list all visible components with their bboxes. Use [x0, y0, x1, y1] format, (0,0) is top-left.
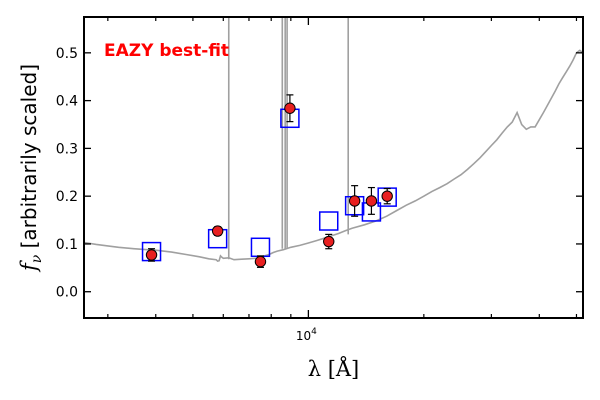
x-axis-label: λ [Å] [308, 356, 360, 381]
y-axis-label-subscript: ν [29, 254, 45, 263]
observed-flux-point [145, 249, 158, 261]
annotation-label: EAZY best-fit [104, 41, 229, 61]
y-axis-label: fν [arbitrarily scaled] [17, 64, 45, 273]
observed-flux-point [254, 255, 267, 268]
x-tick-label: 104 [296, 327, 317, 343]
y-tick-label: 0.1 [56, 237, 78, 253]
y-tick-label: 0.2 [56, 189, 78, 205]
y-tick-label: 0.4 [56, 94, 78, 110]
y-tick-label: 0.5 [56, 46, 78, 62]
x-tick-label-exponent: 4 [311, 327, 317, 337]
observed-flux-point [365, 195, 378, 207]
axis-ticks: 0.0 0.1 0.2 0.3 0.4 0.5 104 [56, 17, 583, 343]
observed-flux-point [211, 225, 224, 237]
observed-flux-point [284, 102, 296, 114]
y-tick-label: 0.0 [56, 285, 78, 301]
x-tick-label-base: 10 [296, 329, 311, 343]
observed-flux-point [381, 190, 393, 202]
observed-flux-point [348, 195, 361, 207]
observed-flux-point [323, 235, 335, 248]
y-axis-label-rest: [arbitrarily scaled] [17, 64, 41, 255]
plot-area [84, 17, 583, 268]
model-flux-marker [318, 211, 339, 231]
model-flux-marker [250, 237, 271, 258]
y-tick-label: 0.3 [56, 141, 78, 157]
y-axis-label-symbol: f [17, 260, 41, 273]
axes-frame [83, 16, 584, 319]
